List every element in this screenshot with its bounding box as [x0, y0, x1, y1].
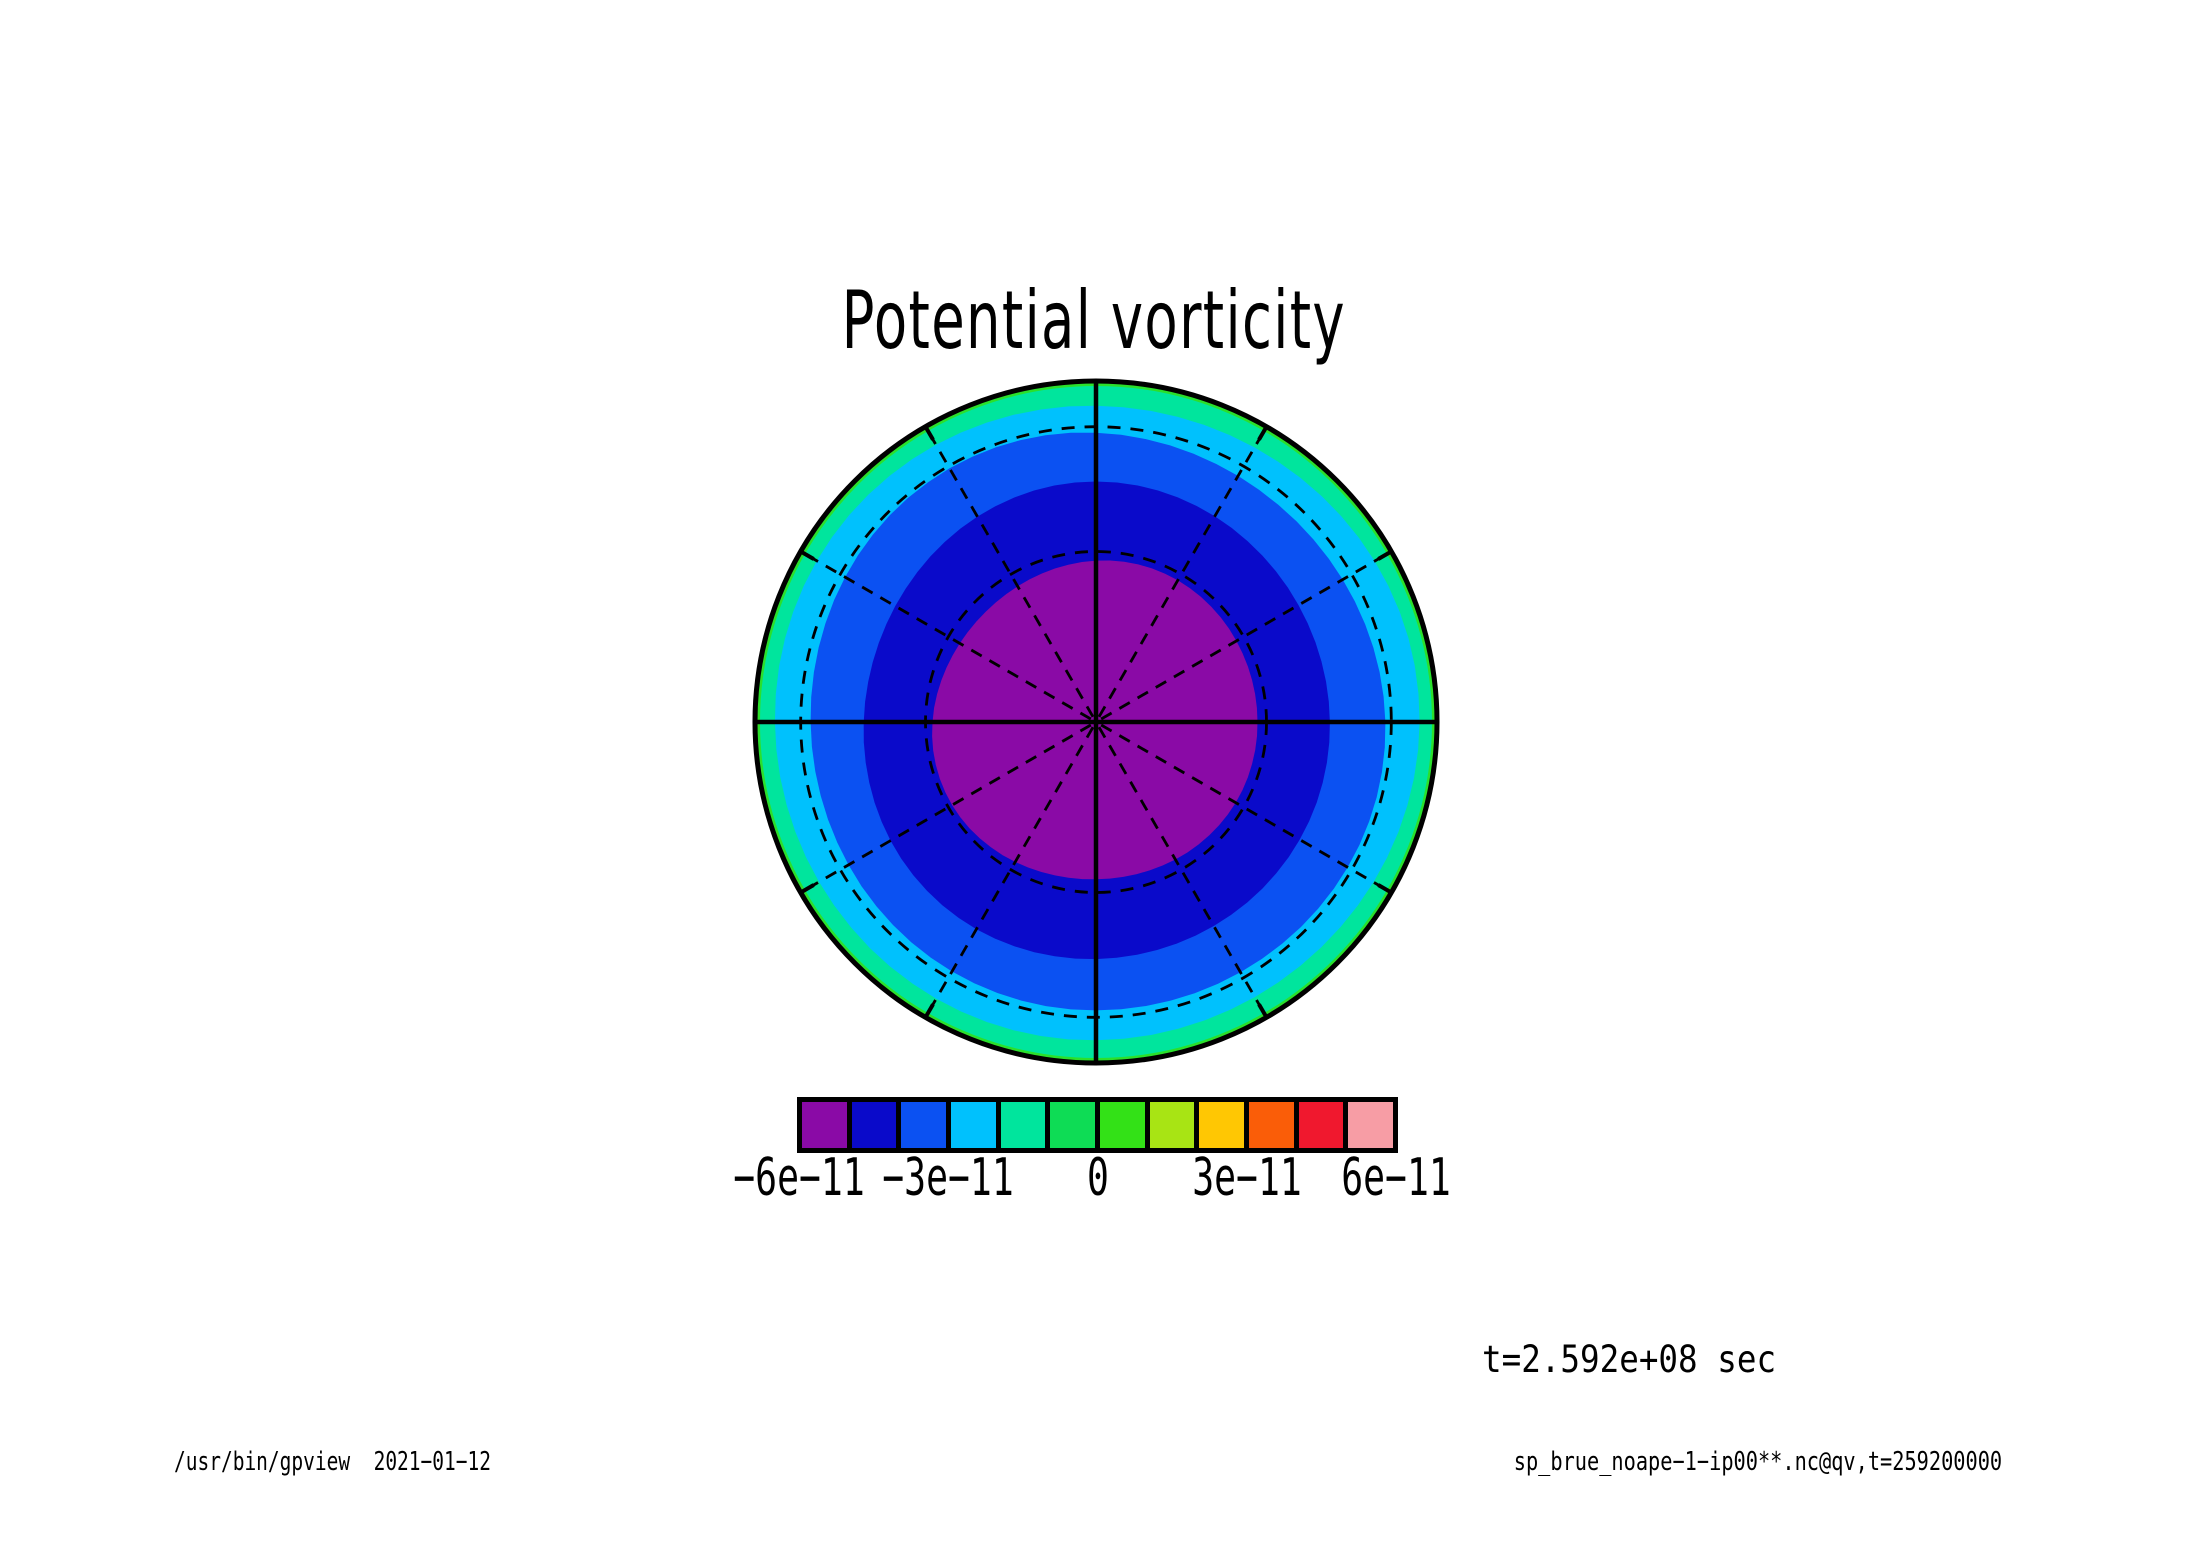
- footer-command-date: /usr/bin/gpview 2021−01−12: [174, 1447, 491, 1477]
- colorbar-cell: [1050, 1102, 1096, 1148]
- meridian-dashed: [799, 550, 1092, 721]
- colorbar: [797, 1097, 1398, 1153]
- meridian-dashed: [1100, 550, 1393, 721]
- colorbar-tick-label: −3e−11: [882, 1148, 1014, 1208]
- chart-title: Potential vorticity: [0, 281, 2188, 361]
- map-boundary: [752, 378, 1440, 1066]
- meridian-dashed: [1097, 726, 1268, 1019]
- meridian-dashed: [924, 425, 1095, 718]
- colorbar-cell: [802, 1102, 847, 1148]
- colorbar-tick-label: 0: [1086, 1148, 1109, 1208]
- colorbar-cell: [851, 1102, 897, 1148]
- meridian-dashed: [1097, 425, 1268, 718]
- colorbar-cell: [1149, 1102, 1195, 1148]
- colorbar-cell: [901, 1102, 947, 1148]
- colorbar-tick-label: 6e−11: [1341, 1148, 1451, 1208]
- colorbar-tick-labels: −6e−11 −3e−11 0 3e−11 6e−11: [733, 1148, 1451, 1210]
- meridian-dashed: [924, 726, 1095, 1019]
- meridian-dashed: [1100, 723, 1393, 894]
- colorbar-cell: [1199, 1102, 1245, 1148]
- meridian-dashed: [799, 723, 1092, 894]
- polar-contour-map: [752, 378, 1440, 1066]
- chart-title-text: Potential vorticity: [841, 274, 1347, 367]
- time-annotation: t=2.592e+08 sec: [1482, 1338, 1777, 1381]
- footer-source-file: sp_brue_noape−1−ip00**.nc@qv,t=259200000: [1513, 1447, 2002, 1477]
- colorbar-tick-label: −6e−11: [733, 1148, 865, 1208]
- colorbar-cell: [1249, 1102, 1294, 1148]
- colorbar-cell: [1000, 1102, 1046, 1148]
- colorbar-cell: [1298, 1102, 1344, 1148]
- colorbar-cell: [1348, 1102, 1394, 1148]
- colorbar-cell: [951, 1102, 996, 1148]
- colorbar-cell: [1100, 1102, 1145, 1148]
- colorbar-tick-label: 3e−11: [1191, 1148, 1302, 1208]
